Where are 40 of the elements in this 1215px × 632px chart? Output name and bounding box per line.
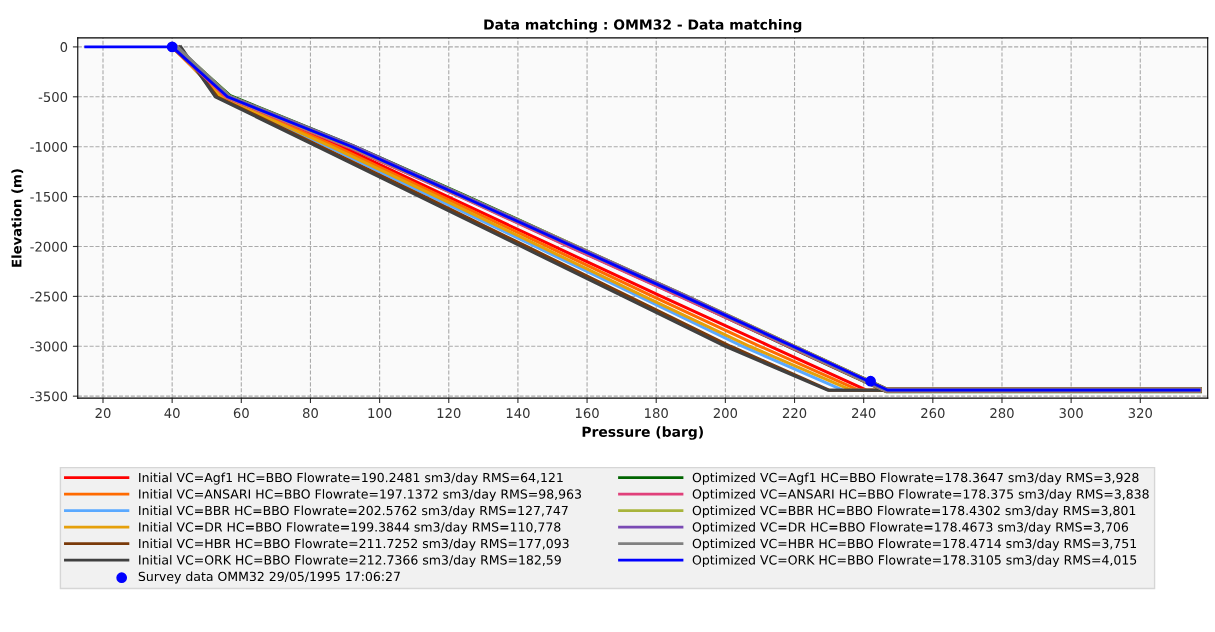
- x-tick-label: 160: [575, 408, 599, 419]
- legend-label: Optimized VC=DR HC=BBO Flowrate=178.4673 sm3/day RMS=3,706: [692, 522, 1129, 535]
- y-axis-title: Elevation (m): [11, 169, 24, 267]
- legend-label: Initial VC=DR HC=BBO Flowrate=199.3844 sm3/day RMS=110,778: [139, 522, 561, 535]
- legend-label: Initial VC=Agf1 HC=BBO Flowrate=190.2481 sm3/day RMS=64,121: [139, 472, 563, 485]
- x-tick-label: 20: [95, 408, 111, 419]
- x-tick-label: 220: [782, 408, 807, 419]
- x-tick-label: 120: [437, 408, 461, 419]
- y-tick-label: 0: [60, 42, 68, 53]
- x-tick-label: 200: [713, 408, 738, 419]
- y-tick-label: -1000: [30, 141, 68, 152]
- legend-label: Initial VC=BBR HC=BBO Flowrate=202.5762 sm3/day RMS=127,747: [139, 505, 568, 518]
- x-axis-title: Pressure (barg): [582, 426, 703, 440]
- x-tick-label: 260: [921, 408, 945, 419]
- y-tick-label: -500: [38, 92, 68, 102]
- x-tick-label: 40: [164, 408, 180, 419]
- legend-label: Initial VC=HBR HC=BBO Flowrate=211.7252 sm3/day RMS=177,093: [139, 538, 569, 551]
- x-tick-label: 320: [1128, 408, 1152, 419]
- legend-label: Optimized VC=ORK HC=BBO Flowrate=178.3105 sm3/day RMS=4,015: [692, 554, 1137, 568]
- chart-title: Data matching : OMM32 - Data matching: [484, 19, 802, 33]
- y-tick-label: -1500: [30, 191, 68, 202]
- legend-label: Initial VC=ANSARI HC=BBO Flowrate=197.1372 sm3/day RMS=98,963: [139, 489, 581, 502]
- legend-label: Optimized VC=ANSARI HC=BBO Flowrate=178.375 sm3/day RMS=3,838: [692, 489, 1149, 502]
- legend-label: Optimized VC=HBR HC=BBO Flowrate=178.4714 sm3/day RMS=3,751: [692, 538, 1137, 551]
- legend-label: Initial VC=ORK HC=BBO Flowrate=212.7366 sm3/day RMS=182,59: [139, 554, 561, 568]
- x-tick-label: 60: [233, 408, 249, 419]
- y-tick-label: -2500: [30, 291, 68, 302]
- legend-label: Optimized VC=Agf1 HC=BBO Flowrate=178.3647 sm3/day RMS=3,928: [692, 472, 1139, 485]
- y-tick-label: -2000: [30, 241, 68, 252]
- x-tick-label: 180: [645, 408, 668, 419]
- x-tick-label: 140: [506, 408, 530, 419]
- y-tick-label: -3500: [30, 391, 68, 402]
- x-tick-label: 280: [990, 408, 1014, 419]
- legend-label: Optimized VC=BBR HC=BBO Flowrate=178.4302 sm3/day RMS=3,801: [692, 505, 1136, 518]
- x-tick-label: 300: [1059, 408, 1083, 419]
- y-tick-label: -3000: [30, 341, 68, 352]
- legend-label: Survey data OMM32 29/05/1995 17:06:27: [138, 571, 400, 584]
- x-tick-label: 100: [368, 408, 392, 419]
- x-tick-label: 240: [852, 408, 876, 419]
- x-tick-label: 80: [302, 408, 318, 419]
